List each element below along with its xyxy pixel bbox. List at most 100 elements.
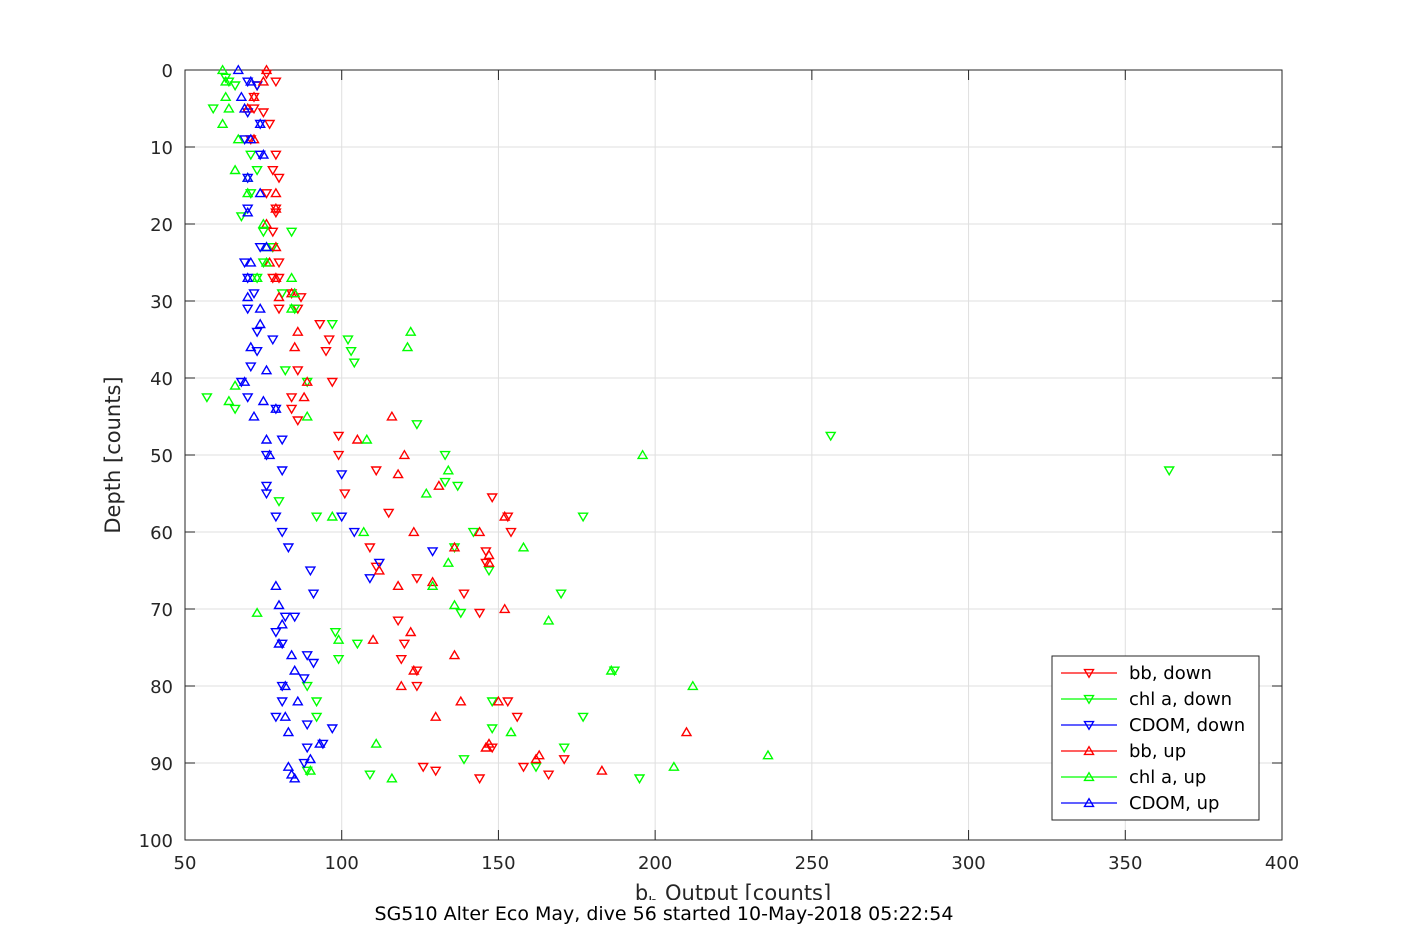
data-point (229, 81, 241, 92)
x-axis-label: bb Output [counts] (635, 881, 831, 900)
data-point (257, 108, 270, 118)
data-point (398, 639, 411, 650)
data-point (533, 749, 545, 760)
data-point (364, 770, 376, 781)
data-point (248, 410, 260, 421)
x-tick-label: 200 (638, 853, 672, 874)
data-point (426, 580, 439, 590)
scatter-chart: 50 100 150 200 250 300 350 40001020304050607080… (101, 61, 1299, 900)
data-point (558, 755, 570, 765)
y-tick-label: 80 (150, 677, 173, 698)
data-point (288, 772, 301, 783)
data-point (273, 173, 285, 184)
data-point (411, 666, 423, 677)
x-tick-label: 50 (174, 853, 197, 874)
data-point (458, 755, 470, 765)
legend-label: chl a, up (1129, 767, 1206, 788)
data-point (270, 628, 282, 638)
data-point (486, 697, 498, 708)
data-point (386, 772, 398, 783)
data-point (301, 720, 313, 731)
data-point (304, 765, 317, 775)
data-point (276, 527, 288, 538)
data-point (273, 273, 285, 284)
data-point (404, 326, 417, 336)
data-point (307, 658, 320, 669)
data-point (502, 512, 514, 523)
data-point (442, 557, 455, 567)
data-point (483, 557, 495, 567)
data-point (411, 574, 423, 584)
data-point (235, 377, 248, 388)
data-point (282, 543, 295, 554)
y-tick-label: 90 (150, 754, 173, 775)
data-point (373, 564, 386, 575)
data-point (824, 431, 837, 442)
data-point (473, 608, 486, 619)
data-point (201, 393, 213, 403)
data-point (542, 614, 555, 625)
data-point (219, 75, 232, 86)
data-point (279, 711, 292, 721)
data-point (267, 335, 279, 346)
y-tick-label: 40 (150, 369, 173, 390)
data-point (270, 580, 282, 590)
data-point (245, 189, 257, 199)
data-point (310, 512, 323, 523)
data-point (426, 547, 439, 557)
x-axis-label-subscript: b (648, 893, 658, 900)
data-point (260, 481, 273, 492)
y-tick-label: 30 (150, 292, 173, 313)
data-point (241, 206, 254, 217)
data-point (398, 449, 411, 460)
data-point (235, 91, 248, 102)
data-point (458, 589, 470, 600)
data-point (279, 612, 292, 623)
data-point (429, 711, 442, 721)
data-point (245, 341, 257, 352)
data-point (555, 589, 567, 600)
data-point (451, 481, 464, 492)
legend-marker (1083, 720, 1095, 731)
data-point (467, 527, 480, 538)
data-point (392, 468, 404, 479)
data-point (395, 680, 408, 691)
data-point (636, 449, 649, 460)
data-point (232, 133, 245, 144)
data-point (392, 580, 404, 590)
legend-marker (1083, 694, 1095, 705)
data-point (251, 607, 263, 617)
data-point (273, 497, 285, 507)
data-point (292, 416, 304, 426)
data-point (332, 450, 345, 461)
legend-box (1051, 655, 1260, 821)
data-point (332, 655, 345, 665)
data-point (517, 762, 530, 773)
data-point (364, 574, 376, 584)
data-point (483, 549, 495, 560)
data-point (254, 318, 266, 329)
data-point (307, 589, 320, 600)
data-point (386, 410, 398, 421)
data-point (426, 576, 439, 587)
y-tick-label: 50 (150, 446, 173, 467)
data-point (364, 543, 376, 554)
data-point (267, 165, 279, 176)
data-point (279, 366, 292, 376)
data-point (605, 664, 618, 675)
data-point (439, 450, 451, 461)
data-point (392, 616, 404, 627)
data-point (260, 364, 273, 375)
data-point (276, 639, 288, 650)
data-point (254, 303, 266, 313)
data-point (282, 726, 295, 737)
data-point (270, 150, 282, 161)
data-point (326, 320, 339, 330)
data-point (241, 304, 254, 315)
data-point (285, 303, 298, 313)
data-point (448, 649, 461, 660)
data-point (270, 712, 282, 723)
data-point (332, 634, 345, 644)
data-point (314, 738, 326, 748)
data-point (270, 208, 282, 219)
